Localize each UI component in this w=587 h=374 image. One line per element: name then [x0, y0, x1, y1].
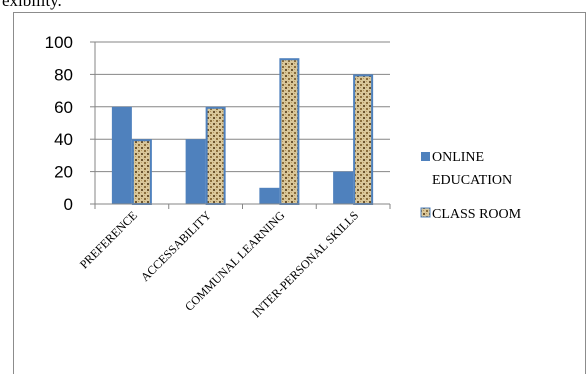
y-tick-label: 80 [54, 65, 73, 84]
y-tick-label: 60 [54, 98, 73, 117]
legend-label-class-room: CLASS ROOM [432, 207, 522, 222]
bar-class-room [353, 74, 374, 206]
bar-class-room [279, 58, 300, 206]
x-tick-label: ACCESSABILITY [138, 208, 214, 284]
bar-online-education [111, 106, 132, 204]
bar-online-education [333, 171, 354, 204]
bar-class-room [131, 139, 152, 205]
bar-online-education [259, 187, 280, 204]
y-tick-labels: 0 20 40 60 80 100 [45, 33, 73, 214]
axes [94, 42, 391, 209]
y-tick-label: 20 [54, 163, 73, 182]
y-tick-label: 0 [64, 195, 73, 214]
y-tick-label: 40 [54, 130, 73, 149]
bar-class-room [205, 106, 226, 205]
preceding-text: exibility. [2, 0, 62, 10]
legend-swatch-online-education [421, 152, 430, 161]
legend-swatch-class-room [420, 207, 431, 218]
chart-frame [13, 12, 586, 374]
y-tick-label: 100 [45, 33, 73, 52]
legend-label-online-education-line2: EDUCATION [432, 173, 512, 188]
legend: ONLINE EDUCATION CLASS ROOM [420, 150, 522, 222]
bar-online-education [185, 139, 206, 204]
bars [111, 58, 374, 206]
x-tick-label: PREFERENCE [77, 208, 140, 271]
legend-label-online-education: ONLINE [432, 150, 484, 165]
